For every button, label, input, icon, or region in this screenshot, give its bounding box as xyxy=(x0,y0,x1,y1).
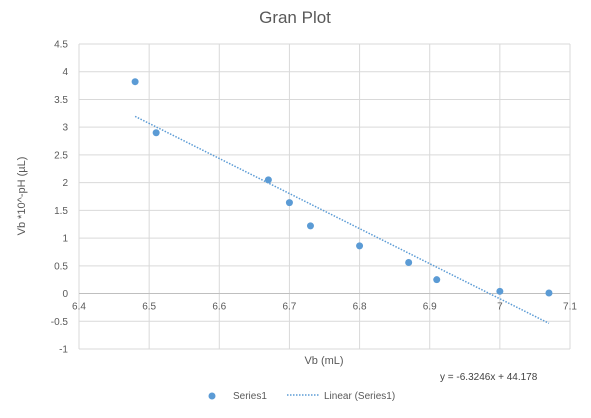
chart-title: Gran Plot xyxy=(259,8,331,27)
data-point xyxy=(152,129,160,137)
data-point xyxy=(433,276,441,284)
x-tick-label: 7.1 xyxy=(563,302,577,313)
x-tick-label: 6.4 xyxy=(72,302,86,313)
y-tick-label: -0.5 xyxy=(51,317,69,328)
y-tick-label: 3 xyxy=(62,123,68,134)
y-tick-label: 1 xyxy=(62,234,68,245)
legend-label-trendline: Linear (Series1) xyxy=(324,391,395,402)
x-axis-ticks: 6.4 6.5 6.6 6.7 6.8 6.9 7 7.1 xyxy=(72,302,577,313)
x-tick-label: 6.8 xyxy=(353,302,367,313)
y-tick-label: 3.5 xyxy=(54,95,68,106)
data-point xyxy=(405,258,413,266)
data-point xyxy=(285,199,293,207)
legend: Series1 Linear (Series1) xyxy=(208,391,395,402)
data-point xyxy=(545,289,553,297)
y-tick-label: 1.5 xyxy=(54,206,68,217)
y-tick-label: 0.5 xyxy=(54,261,68,272)
x-tick-label: 7 xyxy=(497,302,503,313)
x-tick-label: 6.6 xyxy=(212,302,226,313)
x-axis-title: Vb (mL) xyxy=(304,355,343,367)
trendline xyxy=(134,115,550,324)
y-tick-label: 4 xyxy=(62,67,68,78)
trendline-equation: y = -6.3246x + 44.178 xyxy=(440,372,538,383)
y-tick-label: 0 xyxy=(62,289,68,300)
data-points xyxy=(131,78,553,297)
legend-marker-series1 xyxy=(208,392,216,400)
y-tick-label: 2.5 xyxy=(54,150,68,161)
y-axis-title: Vb *10^-pH (µL) xyxy=(16,157,28,236)
data-point xyxy=(356,242,364,250)
x-tick-label: 6.9 xyxy=(423,302,437,313)
x-tick-label: 6.7 xyxy=(282,302,296,313)
data-point xyxy=(264,176,272,184)
data-point xyxy=(131,78,139,86)
legend-label-series1: Series1 xyxy=(233,391,267,402)
y-tick-label: 2 xyxy=(62,178,68,189)
y-axis-ticks: -1 -0.5 0 0.5 1 1.5 2 2.5 3 3.5 4 4.5 xyxy=(51,40,69,356)
data-point xyxy=(306,222,314,230)
y-tick-label: -1 xyxy=(59,345,68,356)
y-tick-label: 4.5 xyxy=(54,40,68,51)
data-point xyxy=(496,287,504,295)
trendline-group xyxy=(134,115,550,324)
x-tick-label: 6.5 xyxy=(142,302,156,313)
